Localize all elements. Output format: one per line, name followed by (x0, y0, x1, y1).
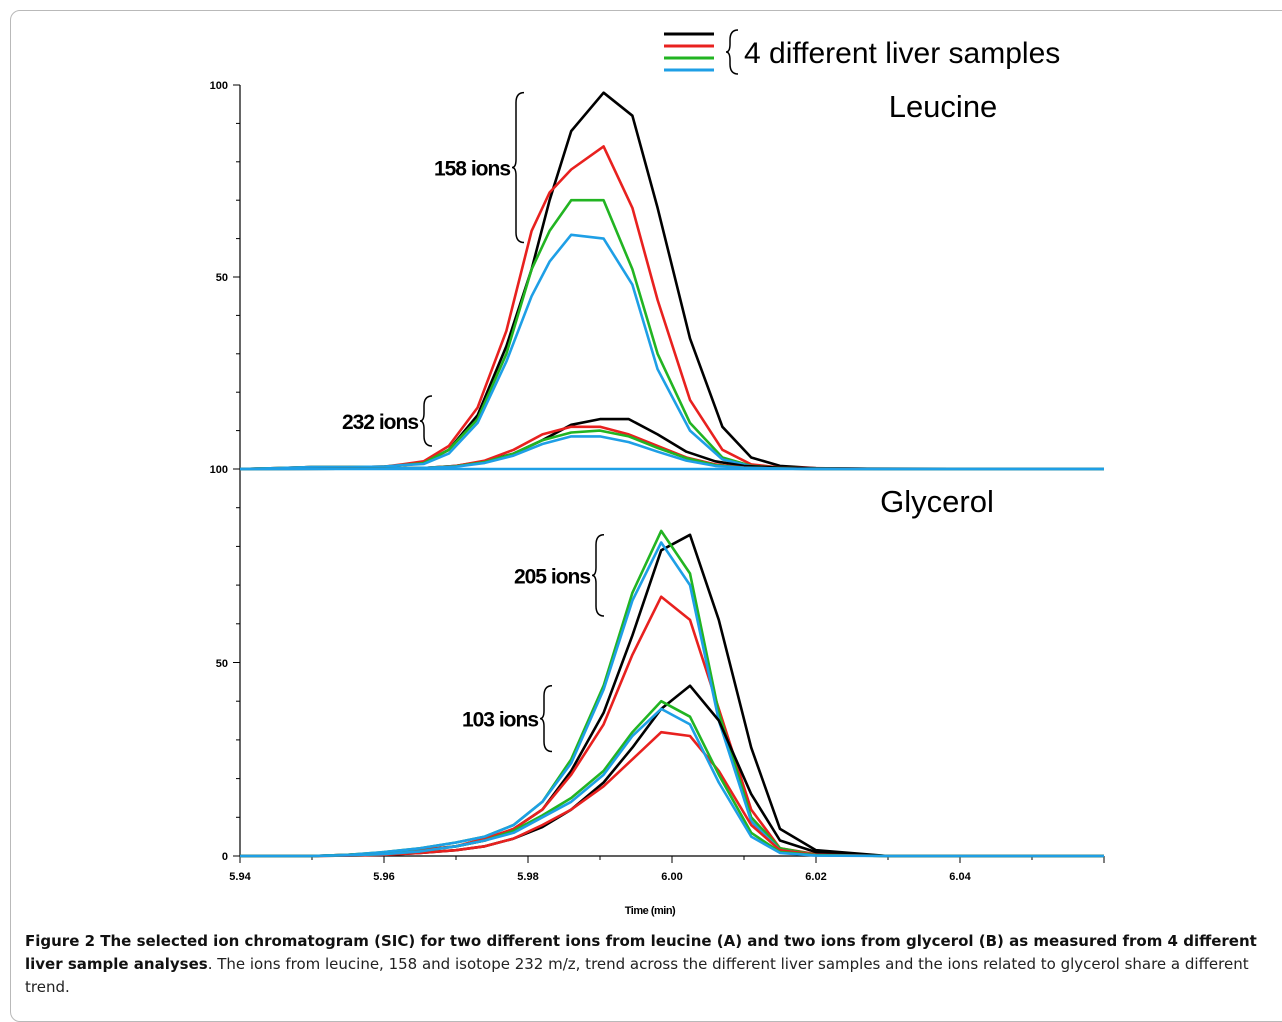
series-line (240, 730, 1104, 858)
x-tick-label: 6.04 (949, 871, 971, 883)
legend-bracket (725, 29, 739, 75)
y-tick-label: 50 (216, 272, 228, 284)
caption-title: Figure 2 The selected ion chromatogram (… (25, 932, 1257, 973)
series-line (239, 429, 1104, 471)
chromatogram-chart: 100 50 100 50 05.94 5.96 5.98 6.00 6.02 6.04 Time … (210, 29, 1105, 917)
legend-label: 4 different liver samples (744, 37, 1060, 70)
ion-group-label: 232 ions (342, 411, 418, 434)
x-tick-label: 6.02 (805, 871, 826, 883)
ion-group-bracket (419, 395, 433, 447)
figure-frame (10, 10, 1282, 1022)
series-line (240, 684, 1104, 858)
x-axis-title: Time (min) (625, 905, 676, 917)
y-tick-label: 50 (216, 658, 228, 670)
ion-group-label: 158 ions (434, 158, 510, 181)
y-tick-label: 0 (222, 851, 228, 863)
ion-group-bracket (539, 684, 553, 753)
series-line (240, 699, 1104, 858)
ion-group-bracket (511, 91, 525, 244)
x-tick-label: 5.94 (229, 871, 251, 883)
series-line (240, 529, 1104, 858)
x-tick-label: 6.00 (661, 871, 682, 883)
panel-title: Glycerol (880, 484, 994, 519)
series-line (240, 595, 1104, 858)
series-line (240, 533, 1104, 858)
panel-title: Leucine (889, 89, 998, 124)
ion-group-label: 103 ions (462, 709, 538, 732)
caption-body: . The ions from leucine, 158 and isotope… (25, 955, 1249, 996)
x-tick-label: 5.96 (373, 871, 394, 883)
ion-group-bracket (591, 534, 605, 617)
y-tick-label: 100 (210, 80, 228, 92)
y-tick-label: 100 (210, 464, 228, 476)
series-line (240, 707, 1104, 858)
ion-group-label: 205 ions (514, 565, 590, 588)
figure-caption: Figure 2 The selected ion chromatogram (… (25, 930, 1275, 999)
x-tick-label: 5.98 (517, 871, 538, 883)
